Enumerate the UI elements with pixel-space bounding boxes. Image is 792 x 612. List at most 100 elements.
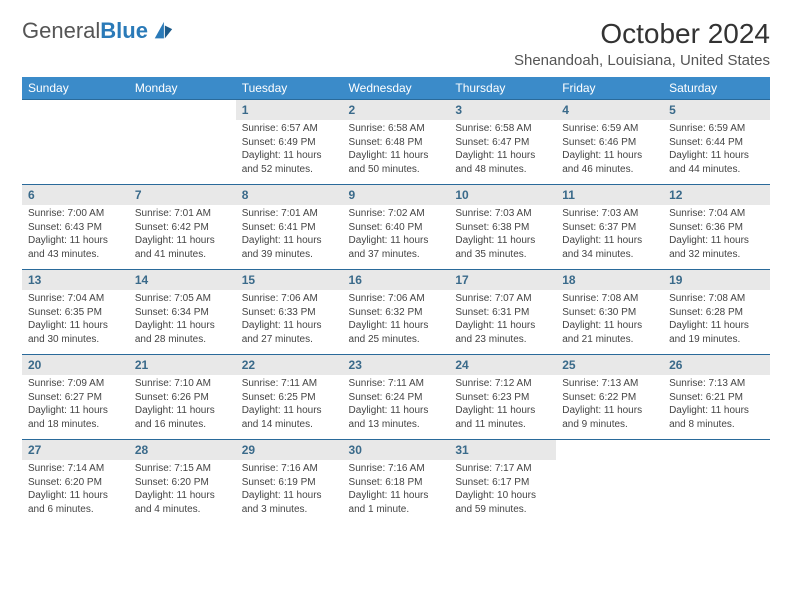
- day-number-cell: 11: [556, 185, 663, 206]
- day-number-cell: 12: [663, 185, 770, 206]
- daylight-line: Daylight: 11 hours and 6 minutes.: [28, 489, 123, 516]
- day-data-cell: Sunrise: 7:07 AMSunset: 6:31 PMDaylight:…: [449, 290, 556, 355]
- sunset-line: Sunset: 6:48 PM: [349, 136, 444, 150]
- sunrise-line: Sunrise: 7:17 AM: [455, 462, 550, 476]
- logo-word2: Blue: [100, 18, 148, 43]
- day-number-cell: 1: [236, 100, 343, 121]
- daylight-line: Daylight: 11 hours and 16 minutes.: [135, 404, 230, 431]
- sunset-line: Sunset: 6:22 PM: [562, 391, 657, 405]
- sunset-line: Sunset: 6:18 PM: [349, 476, 444, 490]
- title-block: October 2024 Shenandoah, Louisiana, Unit…: [514, 18, 770, 69]
- sunset-line: Sunset: 6:42 PM: [135, 221, 230, 235]
- daylight-line: Daylight: 11 hours and 35 minutes.: [455, 234, 550, 261]
- sunrise-line: Sunrise: 7:11 AM: [349, 377, 444, 391]
- sunset-line: Sunset: 6:25 PM: [242, 391, 337, 405]
- day-data-cell: Sunrise: 7:00 AMSunset: 6:43 PMDaylight:…: [22, 205, 129, 270]
- day-number-cell: 21: [129, 355, 236, 376]
- daylight-line: Daylight: 11 hours and 3 minutes.: [242, 489, 337, 516]
- day-number-cell: [129, 100, 236, 121]
- day-number-cell: 9: [343, 185, 450, 206]
- daylight-line: Daylight: 11 hours and 37 minutes.: [349, 234, 444, 261]
- sunrise-line: Sunrise: 7:13 AM: [562, 377, 657, 391]
- day-number-cell: 3: [449, 100, 556, 121]
- sunset-line: Sunset: 6:21 PM: [669, 391, 764, 405]
- day-data-cell: Sunrise: 7:08 AMSunset: 6:28 PMDaylight:…: [663, 290, 770, 355]
- day-data-cell: [663, 460, 770, 524]
- day-number-cell: 22: [236, 355, 343, 376]
- day-data-cell: Sunrise: 7:15 AMSunset: 6:20 PMDaylight:…: [129, 460, 236, 524]
- sunset-line: Sunset: 6:33 PM: [242, 306, 337, 320]
- day-number-cell: 31: [449, 440, 556, 461]
- daylight-line: Daylight: 11 hours and 21 minutes.: [562, 319, 657, 346]
- sunrise-line: Sunrise: 6:57 AM: [242, 122, 337, 136]
- day-number-cell: 7: [129, 185, 236, 206]
- day-data-cell: Sunrise: 6:58 AMSunset: 6:47 PMDaylight:…: [449, 120, 556, 185]
- sunset-line: Sunset: 6:35 PM: [28, 306, 123, 320]
- sunrise-line: Sunrise: 7:09 AM: [28, 377, 123, 391]
- daydata-row: Sunrise: 7:04 AMSunset: 6:35 PMDaylight:…: [22, 290, 770, 355]
- day-data-cell: Sunrise: 7:11 AMSunset: 6:24 PMDaylight:…: [343, 375, 450, 440]
- day-data-cell: Sunrise: 7:16 AMSunset: 6:18 PMDaylight:…: [343, 460, 450, 524]
- daylight-line: Daylight: 11 hours and 1 minute.: [349, 489, 444, 516]
- daylight-line: Daylight: 11 hours and 30 minutes.: [28, 319, 123, 346]
- sunset-line: Sunset: 6:20 PM: [135, 476, 230, 490]
- day-data-cell: Sunrise: 6:57 AMSunset: 6:49 PMDaylight:…: [236, 120, 343, 185]
- header: GeneralBlue October 2024 Shenandoah, Lou…: [22, 18, 770, 69]
- day-number-cell: 25: [556, 355, 663, 376]
- sunrise-line: Sunrise: 6:58 AM: [349, 122, 444, 136]
- sunset-line: Sunset: 6:49 PM: [242, 136, 337, 150]
- day-number-cell: 15: [236, 270, 343, 291]
- daylight-line: Daylight: 11 hours and 9 minutes.: [562, 404, 657, 431]
- day-data-cell: Sunrise: 7:01 AMSunset: 6:41 PMDaylight:…: [236, 205, 343, 270]
- sunrise-line: Sunrise: 7:04 AM: [28, 292, 123, 306]
- day-number-cell: 17: [449, 270, 556, 291]
- day-number-cell: 20: [22, 355, 129, 376]
- daylight-line: Daylight: 11 hours and 11 minutes.: [455, 404, 550, 431]
- sunset-line: Sunset: 6:41 PM: [242, 221, 337, 235]
- daylight-line: Daylight: 11 hours and 14 minutes.: [242, 404, 337, 431]
- sunset-line: Sunset: 6:46 PM: [562, 136, 657, 150]
- sunset-line: Sunset: 6:30 PM: [562, 306, 657, 320]
- day-data-cell: Sunrise: 7:13 AMSunset: 6:21 PMDaylight:…: [663, 375, 770, 440]
- daydata-row: Sunrise: 7:00 AMSunset: 6:43 PMDaylight:…: [22, 205, 770, 270]
- daylight-line: Daylight: 11 hours and 8 minutes.: [669, 404, 764, 431]
- day-number-cell: 27: [22, 440, 129, 461]
- day-data-cell: [556, 460, 663, 524]
- sunrise-line: Sunrise: 7:03 AM: [562, 207, 657, 221]
- day-number-cell: [22, 100, 129, 121]
- day-data-cell: Sunrise: 7:12 AMSunset: 6:23 PMDaylight:…: [449, 375, 556, 440]
- logo-text: GeneralBlue: [22, 18, 148, 44]
- sunset-line: Sunset: 6:40 PM: [349, 221, 444, 235]
- daylight-line: Daylight: 11 hours and 23 minutes.: [455, 319, 550, 346]
- location-text: Shenandoah, Louisiana, United States: [514, 52, 770, 69]
- sunrise-line: Sunrise: 7:12 AM: [455, 377, 550, 391]
- day-data-cell: Sunrise: 7:02 AMSunset: 6:40 PMDaylight:…: [343, 205, 450, 270]
- daylight-line: Daylight: 11 hours and 50 minutes.: [349, 149, 444, 176]
- daynum-row: 13141516171819: [22, 270, 770, 291]
- day-header: Wednesday: [343, 77, 450, 100]
- day-number-cell: [663, 440, 770, 461]
- sunrise-line: Sunrise: 7:05 AM: [135, 292, 230, 306]
- daylight-line: Daylight: 11 hours and 44 minutes.: [669, 149, 764, 176]
- day-number-cell: 13: [22, 270, 129, 291]
- daylight-line: Daylight: 10 hours and 59 minutes.: [455, 489, 550, 516]
- sunrise-line: Sunrise: 7:00 AM: [28, 207, 123, 221]
- day-number-cell: 2: [343, 100, 450, 121]
- day-data-cell: Sunrise: 7:08 AMSunset: 6:30 PMDaylight:…: [556, 290, 663, 355]
- daylight-line: Daylight: 11 hours and 27 minutes.: [242, 319, 337, 346]
- sunrise-line: Sunrise: 7:14 AM: [28, 462, 123, 476]
- day-number-cell: 29: [236, 440, 343, 461]
- sunset-line: Sunset: 6:20 PM: [28, 476, 123, 490]
- day-number-cell: 14: [129, 270, 236, 291]
- day-data-cell: Sunrise: 7:14 AMSunset: 6:20 PMDaylight:…: [22, 460, 129, 524]
- daylight-line: Daylight: 11 hours and 28 minutes.: [135, 319, 230, 346]
- month-title: October 2024: [514, 18, 770, 50]
- daylight-line: Daylight: 11 hours and 32 minutes.: [669, 234, 764, 261]
- day-header-row: SundayMondayTuesdayWednesdayThursdayFrid…: [22, 77, 770, 100]
- daylight-line: Daylight: 11 hours and 4 minutes.: [135, 489, 230, 516]
- day-data-cell: Sunrise: 7:06 AMSunset: 6:33 PMDaylight:…: [236, 290, 343, 355]
- sunset-line: Sunset: 6:37 PM: [562, 221, 657, 235]
- daylight-line: Daylight: 11 hours and 52 minutes.: [242, 149, 337, 176]
- day-data-cell: Sunrise: 6:59 AMSunset: 6:44 PMDaylight:…: [663, 120, 770, 185]
- sunrise-line: Sunrise: 7:08 AM: [669, 292, 764, 306]
